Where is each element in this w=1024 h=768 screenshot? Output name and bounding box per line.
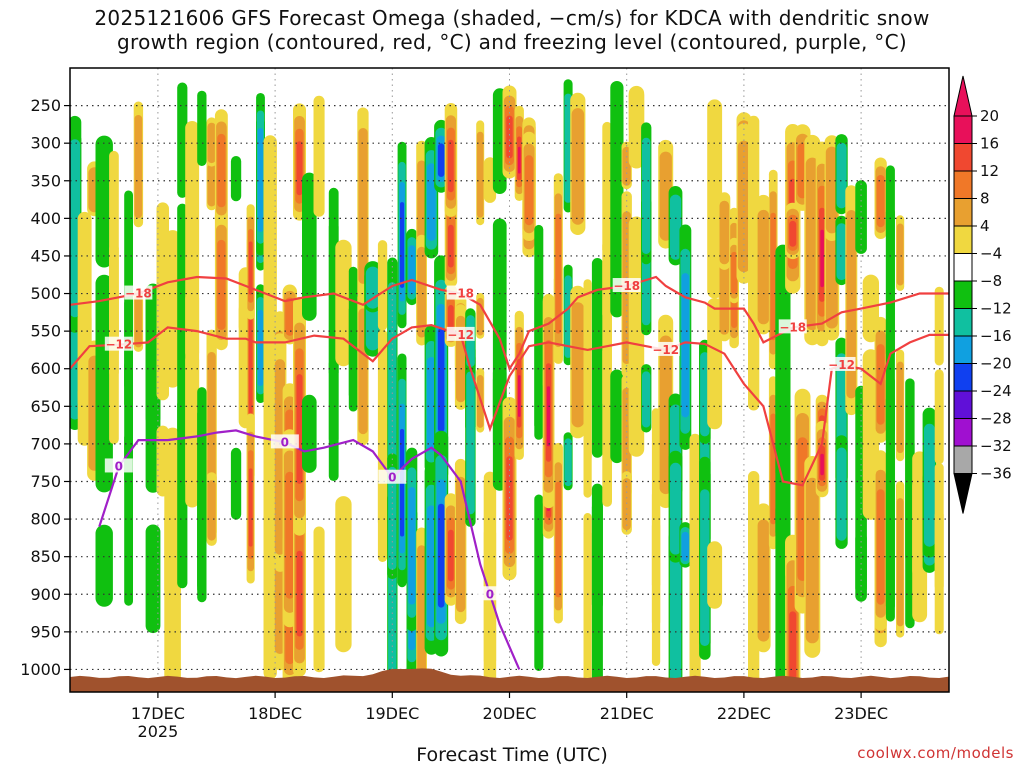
y-tick-label-350: 350 [30, 171, 61, 190]
contour-label-dgz-minus18-2: −18 [613, 279, 640, 293]
colorbar-label-6: −8 [980, 272, 1002, 290]
x-tick-label-17dec: 17DEC [131, 704, 185, 723]
colorbar-label-11: −28 [980, 410, 1012, 428]
x-axis-label: Forecast Time (UTC) [416, 744, 608, 766]
y-tick-label-1000: 1000 [20, 660, 61, 679]
x-tick-label-20dec: 20DEC [483, 704, 537, 723]
contour-label-dgz-minus12-1: −12 [447, 328, 474, 342]
colorbar-swatch-0 [953, 115, 973, 144]
contour-label-bg-dgz-minus18-3 [778, 319, 807, 334]
colorbar-label-13: −36 [980, 465, 1012, 483]
x-tick-label-22dec: 22DEC [717, 704, 771, 723]
colorbar-label-4: 4 [980, 217, 990, 235]
contour-label-freezing-level-0c-1: 0 [281, 435, 289, 449]
y-tick-label-250: 250 [30, 96, 61, 115]
contour-label-dgz-minus18-3: −18 [779, 320, 806, 334]
contour-label-bg-dgz-minus12-3 [827, 356, 856, 371]
colorbar-label-10: −24 [980, 382, 1012, 400]
colorbar-swatch-12 [953, 445, 973, 474]
x-tick-label-19dec: 19DEC [365, 704, 419, 723]
contour-dgz-minus18 [70, 275, 949, 372]
y-tick-label-750: 750 [30, 472, 61, 491]
colorbar-swatch-7 [953, 308, 973, 337]
contour-label-bg-dgz-minus18-0 [124, 285, 153, 300]
colorbar-top-arrow [953, 75, 973, 117]
colorbar-label-5: −4 [980, 245, 1002, 263]
colorbar-label-2: 12 [980, 162, 999, 180]
contour-label-bg-freezing-level-0c-3 [475, 586, 504, 601]
colorbar-swatch-11 [953, 418, 973, 447]
contour-label-bg-dgz-minus12-1 [446, 326, 475, 341]
y-tick-label-450: 450 [30, 246, 61, 265]
colorbar-label-12: −32 [980, 437, 1012, 455]
colorbar-label-7: −12 [980, 300, 1012, 318]
contour-label-dgz-minus12-0: −12 [105, 338, 132, 352]
contour-label-freezing-level-0c-2: 0 [388, 471, 396, 485]
contour-freezing-level-0c [98, 429, 521, 670]
chart-title-line2: growth region (contoured, red, °C) and f… [117, 30, 907, 54]
y-tick-label-550: 550 [30, 322, 61, 341]
colorbar-swatch-8 [953, 335, 973, 364]
contour-label-dgz-minus12-3: −12 [828, 358, 855, 372]
contour-label-bg-dgz-minus12-0 [104, 336, 133, 351]
y-tick-label-950: 950 [30, 622, 61, 641]
contour-label-dgz-minus18-1: −18 [447, 287, 474, 301]
colorbar-swatch-1 [953, 143, 973, 172]
contour-label-dgz-minus12-2: −12 [652, 343, 679, 357]
y-tick-label-300: 300 [30, 134, 61, 153]
x-tick-label-18dec: 18DEC [248, 704, 302, 723]
contour-label-bg-freezing-level-0c-2 [378, 469, 407, 484]
y-tick-label-600: 600 [30, 359, 61, 378]
colorbar-swatch-3 [953, 198, 973, 227]
y-tick-label-700: 700 [30, 434, 61, 453]
colorbar-label-1: 16 [980, 135, 999, 153]
contour-label-bg-dgz-minus18-2 [612, 278, 641, 293]
colorbar-swatch-10 [953, 390, 973, 419]
x-tick-sublabel-17dec: 2025 [138, 722, 179, 741]
y-tick-label-900: 900 [30, 585, 61, 604]
contour-label-bg-freezing-level-0c-1 [270, 434, 299, 449]
colorbar-label-9: −20 [980, 355, 1012, 373]
y-tick-label-400: 400 [30, 209, 61, 228]
x-tick-label-23dec: 23DEC [834, 704, 888, 723]
colorbar-swatch-6 [953, 280, 973, 309]
y-tick-label-850: 850 [30, 547, 61, 566]
y-tick-label-500: 500 [30, 284, 61, 303]
x-tick-label-21dec: 21DEC [600, 704, 654, 723]
contour-label-bg-freezing-level-0c-0 [104, 458, 133, 473]
contour-label-dgz-minus18-0: −18 [125, 287, 152, 301]
y-tick-label-650: 650 [30, 397, 61, 416]
colorbar-label-8: −16 [980, 327, 1012, 345]
contour-label-freezing-level-0c-0: 0 [115, 459, 123, 473]
credit-link[interactable]: coolwx.com/models [857, 744, 1014, 762]
colorbar-swatch-4 [953, 225, 973, 254]
contour-label-bg-dgz-minus18-1 [446, 285, 475, 300]
colorbar-bottom-arrow [953, 473, 973, 514]
chart-title: 2025121606 GFS Forecast Omega (shaded, −… [0, 6, 1024, 54]
contour-label-freezing-level-0c-3: 0 [486, 587, 494, 601]
colorbar-label-3: 8 [980, 190, 990, 208]
contour-label-bg-dgz-minus12-2 [651, 341, 680, 356]
chart-title-line1: 2025121606 GFS Forecast Omega (shaded, −… [94, 6, 930, 30]
colorbar-label-0: 20 [980, 107, 999, 125]
colorbar-swatch-2 [953, 170, 973, 199]
y-tick-label-800: 800 [30, 510, 61, 529]
surface-terrain [70, 668, 949, 692]
colorbar-swatch-9 [953, 363, 973, 392]
contour-dgz-minus12 [70, 323, 949, 487]
colorbar-swatch-5 [953, 253, 973, 282]
